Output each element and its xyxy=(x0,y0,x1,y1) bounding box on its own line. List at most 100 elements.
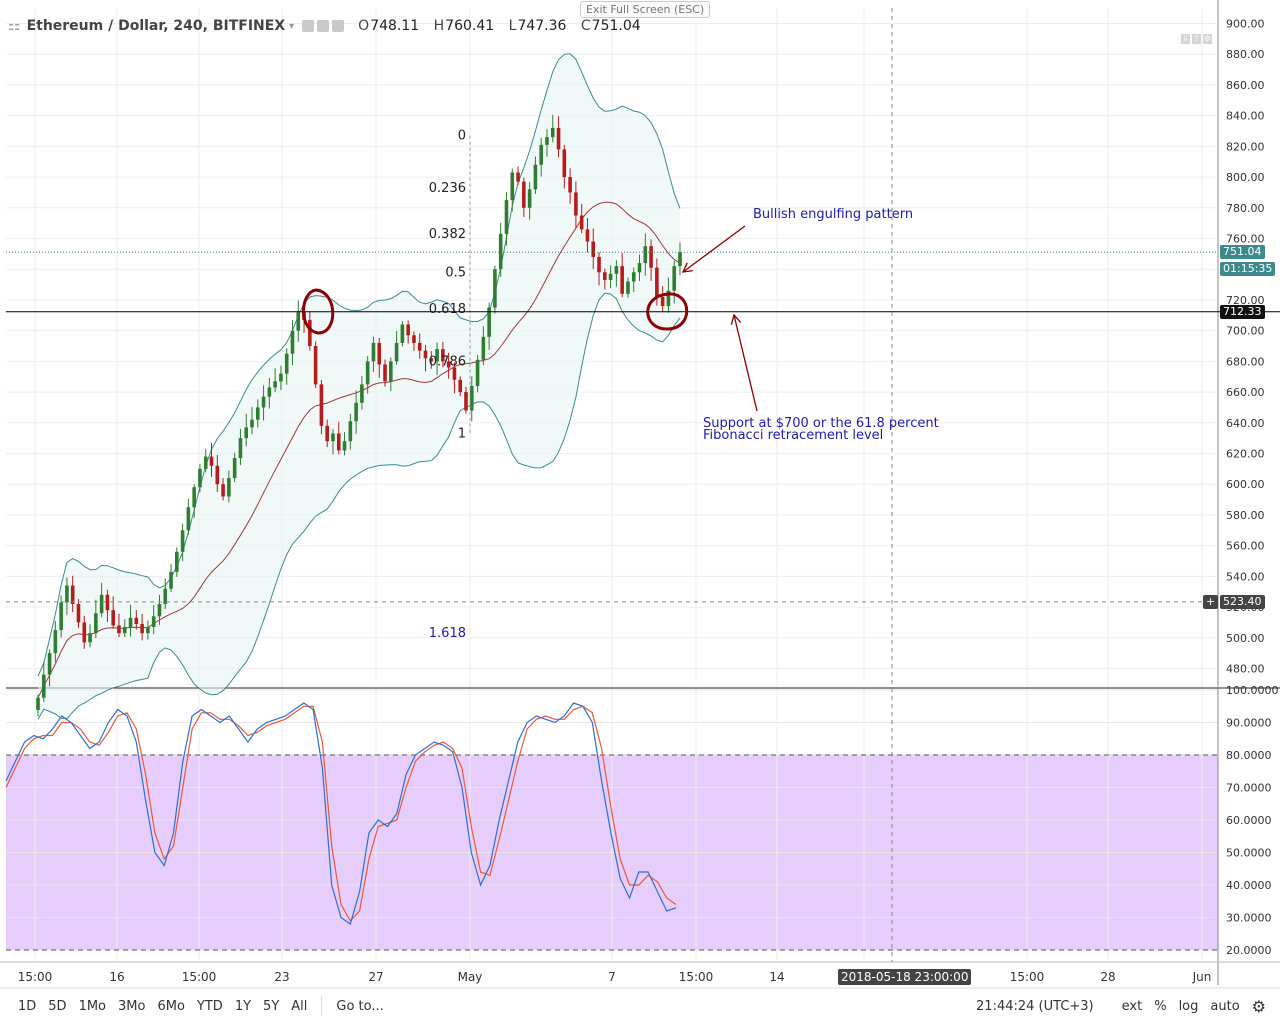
range-button-all[interactable]: All xyxy=(291,998,308,1014)
compare-icon[interactable]: ⚏ xyxy=(8,18,21,34)
candle xyxy=(261,385,266,421)
fib-level-label: 0.382 xyxy=(429,227,466,242)
candle-body xyxy=(192,487,196,508)
settings-gear-icon[interactable]: ⚙ xyxy=(1203,34,1212,44)
stoch-d-line xyxy=(5,705,677,922)
candle-body xyxy=(296,312,301,331)
candle-body xyxy=(400,324,405,343)
candle xyxy=(360,376,364,410)
candle xyxy=(146,620,150,640)
candle-body xyxy=(134,617,139,624)
candle xyxy=(117,613,121,638)
candle xyxy=(469,376,474,422)
log-toggle[interactable]: log xyxy=(1178,998,1199,1014)
ext-toggle[interactable]: ext xyxy=(1121,998,1143,1014)
candle xyxy=(417,333,422,359)
toolbar-right: 21:44:24 (UTC+3) ext % log auto ⚙ xyxy=(976,997,1266,1016)
candle xyxy=(550,114,555,143)
candle-body xyxy=(313,346,318,385)
goto-button[interactable]: Go to... xyxy=(336,998,384,1014)
range-button-1y[interactable]: 1Y xyxy=(234,998,252,1014)
bollinger-fill xyxy=(38,53,680,720)
fib-level-label: 1 xyxy=(458,427,466,442)
candle-body xyxy=(227,478,231,497)
crosshair-plus-icon[interactable]: + xyxy=(1203,595,1219,609)
candle xyxy=(406,320,410,344)
candle-body xyxy=(331,433,335,442)
candle-body xyxy=(325,425,329,442)
candle xyxy=(452,362,457,394)
candle xyxy=(493,265,497,314)
candle-body xyxy=(655,267,659,297)
range-button-ytd[interactable]: YTD xyxy=(196,998,223,1014)
arrow-up-icon[interactable]: ⇧ xyxy=(1192,34,1201,44)
candle xyxy=(389,357,393,392)
support-annotation-line2: Fibonacci retracement level xyxy=(703,428,884,443)
candle xyxy=(464,386,468,414)
price-tick-label: 860.00 xyxy=(1226,79,1265,92)
candle xyxy=(99,582,104,618)
range-button-6mo[interactable]: 6Mo xyxy=(157,998,185,1014)
settings-gear-icon[interactable] xyxy=(317,20,330,32)
auto-toggle[interactable]: auto xyxy=(1210,998,1240,1014)
candle-body xyxy=(446,361,451,368)
candle-body xyxy=(255,407,260,420)
candle xyxy=(221,478,225,501)
candle xyxy=(527,182,532,220)
candle xyxy=(203,448,208,473)
range-button-5d[interactable]: 5D xyxy=(48,998,67,1014)
fib-level-label: 1.618 xyxy=(429,626,466,641)
candle xyxy=(157,594,162,625)
price-tick-label: 720.00 xyxy=(1226,294,1265,307)
close-icon[interactable] xyxy=(332,20,345,32)
candle xyxy=(591,228,596,269)
candle-body xyxy=(556,127,561,150)
candle-body xyxy=(238,438,243,459)
candle xyxy=(65,577,69,615)
candle xyxy=(342,432,347,456)
clock-readout[interactable]: 21:44:24 (UTC+3) xyxy=(976,998,1094,1014)
candle-body xyxy=(348,421,353,442)
percent-toggle[interactable]: % xyxy=(1154,998,1167,1014)
scale-arrows-icon[interactable]: ⇩ ⇧ ⚙ xyxy=(1181,34,1212,44)
time-tick-label: 28 xyxy=(1100,970,1115,984)
candle xyxy=(238,428,243,466)
candle-body xyxy=(175,551,179,572)
candle xyxy=(348,413,353,450)
exit-fullscreen-button[interactable]: Exit Full Screen (ESC) xyxy=(580,1,711,18)
candle xyxy=(180,523,185,562)
candle-body xyxy=(475,359,480,386)
candle-body xyxy=(76,604,81,623)
settings-gear-icon[interactable]: ⚙ xyxy=(1251,996,1266,1016)
chevron-down-icon[interactable]: ▾ xyxy=(289,20,295,32)
candle-body xyxy=(383,364,387,382)
candle-body xyxy=(631,272,636,282)
candle xyxy=(522,177,526,217)
candle-body xyxy=(643,246,648,264)
arrow-down-icon[interactable]: ⇩ xyxy=(1181,34,1190,44)
candle xyxy=(94,599,98,639)
stoch-tick-label: 90.0000 xyxy=(1226,717,1272,730)
range-button-5y[interactable]: 5Y xyxy=(263,998,280,1014)
stoch-tick-label: 50.0000 xyxy=(1226,847,1272,860)
range-button-1d[interactable]: 1D xyxy=(18,998,37,1014)
candle-body xyxy=(157,604,162,617)
bollinger-basis xyxy=(37,201,681,698)
candle-body xyxy=(469,385,474,411)
candle xyxy=(562,144,567,189)
candle-body xyxy=(579,215,584,230)
range-button-1mo[interactable]: 1Mo xyxy=(78,998,107,1014)
symbol-title[interactable]: Ethereum / Dollar, 240, BITFINEX xyxy=(26,18,286,34)
price-tick-label: 580.00 xyxy=(1226,509,1265,522)
candle-body xyxy=(412,335,416,343)
price-tick-label: 660.00 xyxy=(1226,386,1265,399)
candle-body xyxy=(65,585,69,603)
stoch-k-line xyxy=(5,702,677,925)
candle xyxy=(626,277,630,298)
candle-body xyxy=(82,622,87,643)
range-button-3mo[interactable]: 3Mo xyxy=(118,998,146,1014)
fib-level-label: 0.236 xyxy=(429,181,466,196)
eye-icon[interactable] xyxy=(302,20,315,32)
candle xyxy=(134,610,139,630)
